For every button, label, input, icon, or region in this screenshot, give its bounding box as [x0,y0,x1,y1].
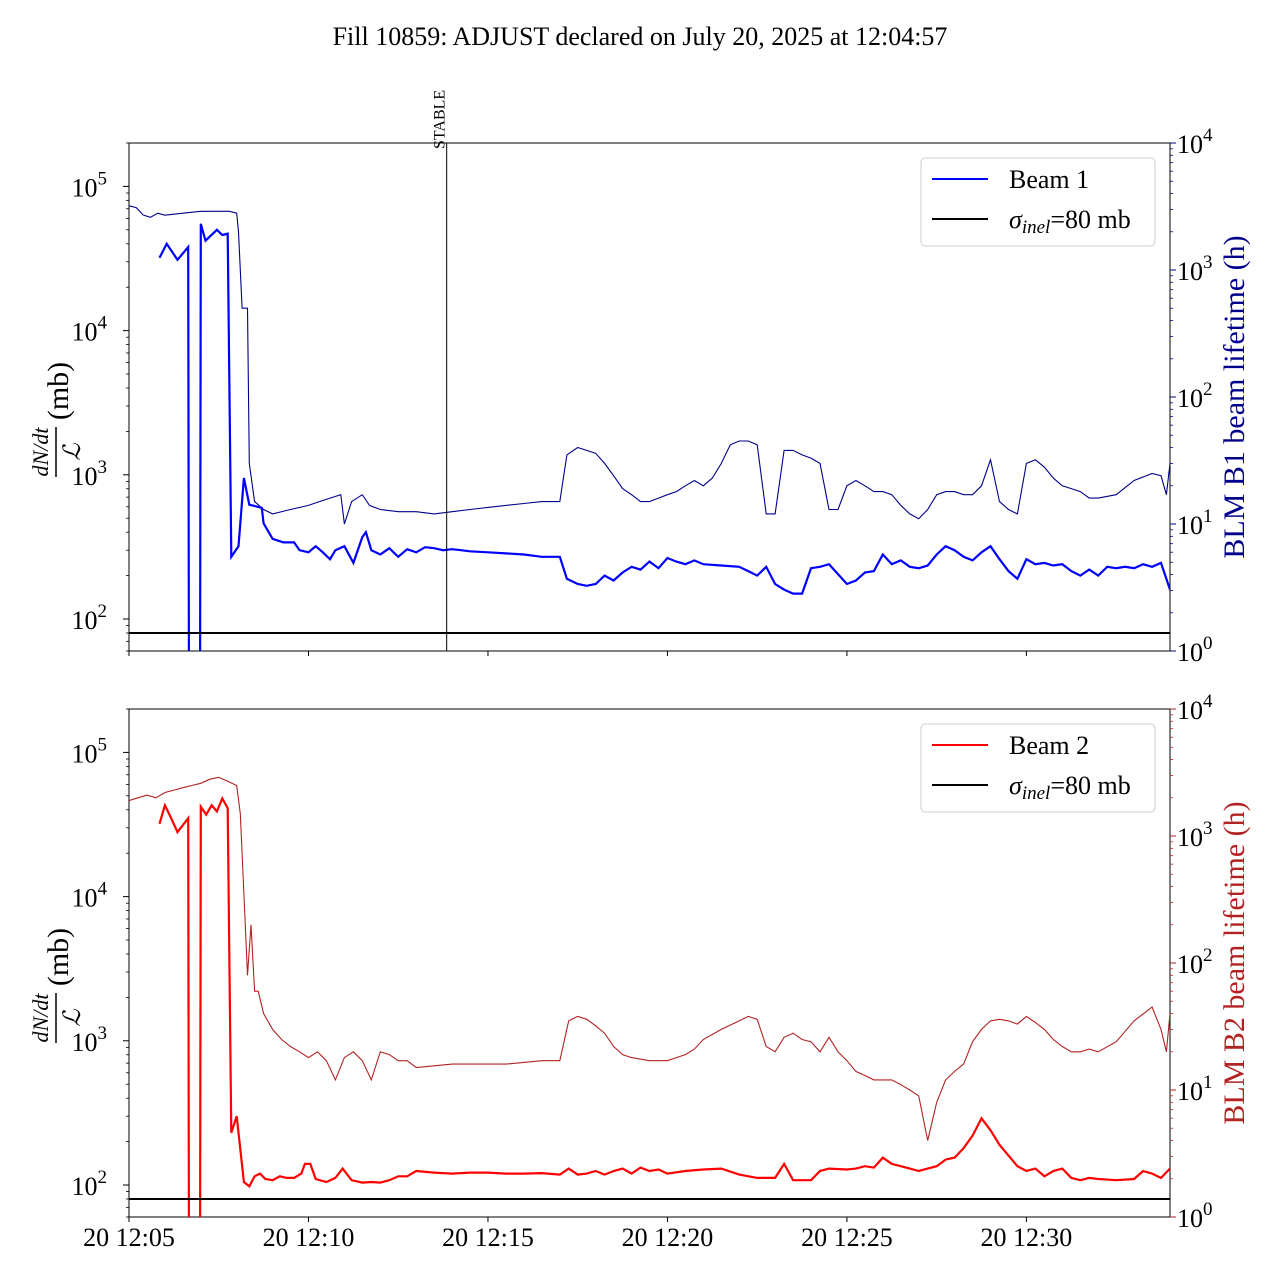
right-tick-label-exponent: 3 [1203,252,1213,273]
legend-sigma-symbol: σ [1009,771,1023,800]
left-tick-label-exponent: 2 [98,1167,108,1188]
right-tick-label-exponent: 4 [1203,691,1213,712]
x-tick-label: 20 12:20 [622,1223,714,1252]
x-tick-label: 20 12:25 [801,1223,893,1252]
right-tick-label-base: 10 [1177,638,1203,667]
right-tick-label-base: 10 [1177,950,1203,979]
left-tick-label: 102 [72,1167,108,1201]
left-tick-label-base: 10 [72,173,98,202]
left-tick-label-base: 10 [72,1172,98,1201]
right-tick-label-exponent: 1 [1203,506,1213,527]
right-tick-label-base: 10 [1177,257,1203,286]
right-tick-label: 103 [1177,252,1213,286]
right-tick-label-exponent: 3 [1203,818,1213,839]
left-tick-label-base: 10 [72,462,98,491]
left-axis-label-unit: (mb) [42,362,75,420]
left-axis-label-unit: (mb) [42,928,75,986]
left-tick-label-exponent: 3 [98,1023,108,1044]
legend-label-sigma-inel: σinel=80 mb [1009,205,1131,238]
legend-sigma-subscript: inel [1022,217,1051,238]
left-tick-label-exponent: 5 [98,168,108,189]
left-tick-label-base: 10 [72,318,98,347]
legend-sigma-symbol: σ [1009,205,1023,234]
left-tick-label: 105 [72,168,108,202]
legend-label-beam: Beam 2 [1009,731,1089,760]
chart-title: Fill 10859: ADJUST declared on July 20, … [333,22,948,51]
right-axis-label: BLM B2 beam lifetime (h) [1218,801,1251,1124]
legend-sigma-value: =80 mb [1050,205,1130,234]
right-tick-label: 100 [1177,633,1213,667]
dndt-series-line [158,795,1170,1217]
right-tick-label: 100 [1177,1199,1213,1233]
left-tick-label-exponent: 5 [98,734,108,755]
left-tick-label-exponent: 4 [98,313,108,334]
left-axis-label: dN/dt ℒ (mb) [28,362,86,477]
left-tick-label-base: 10 [72,606,98,635]
right-tick-label-base: 10 [1177,823,1203,852]
right-tick-label-exponent: 4 [1203,125,1213,146]
right-tick-label: 104 [1177,125,1213,159]
plot-data [129,776,1170,1217]
right-tick-label: 102 [1177,379,1213,413]
right-tick-label: 103 [1177,818,1213,852]
left-axis-label-denominator: ℒ [60,1009,86,1027]
right-tick-label: 102 [1177,945,1213,979]
right-tick-label: 101 [1177,506,1213,540]
dndt-series-line [158,223,1170,651]
right-tick-label-exponent: 0 [1203,633,1213,654]
plot-data [129,205,1170,651]
stable-marker-label: STABLE [432,90,449,149]
left-axis-label: dN/dt ℒ (mb) [28,928,86,1043]
left-tick-label: 104 [72,313,108,347]
right-tick-label-base: 10 [1177,1077,1203,1106]
left-tick-label-exponent: 3 [98,457,108,478]
left-tick-label: 103 [72,1023,108,1057]
legend-sigma-subscript: inel [1022,783,1051,804]
left-tick-label: 104 [72,879,108,913]
right-tick-label-exponent: 2 [1203,945,1213,966]
legend: Beam 1 σinel=80 mb [920,157,1156,247]
x-tick-label: 20 12:10 [263,1223,355,1252]
x-tick-label: 20 12:05 [83,1223,175,1252]
left-tick-label: 103 [72,457,108,491]
left-axis-label-numerator: dN/dt [28,427,53,477]
right-axis-label: BLM B1 beam lifetime (h) [1218,235,1251,558]
right-tick-label-exponent: 0 [1203,1199,1213,1220]
right-tick-label-exponent: 1 [1203,1072,1213,1093]
left-tick-label-base: 10 [72,739,98,768]
x-tick-label: 20 12:15 [442,1223,534,1252]
blm-lifetime-series-line [129,205,1170,525]
left-tick-label-exponent: 2 [98,601,108,622]
right-tick-label: 101 [1177,1072,1213,1106]
right-tick-label: 104 [1177,691,1213,725]
left-axis-label-numerator: dN/dt [28,993,53,1043]
left-tick-label-base: 10 [72,884,98,913]
right-tick-label-base: 10 [1177,130,1203,159]
right-tick-label-base: 10 [1177,696,1203,725]
legend-label-beam: Beam 1 [1009,165,1089,194]
left-tick-label-exponent: 4 [98,879,108,900]
right-tick-label-exponent: 2 [1203,379,1213,400]
legend: Beam 2 σinel=80 mb [920,723,1156,813]
left-axis-label-denominator: ℒ [60,443,86,461]
left-tick-label: 105 [72,734,108,768]
right-tick-label-base: 10 [1177,384,1203,413]
right-tick-label-base: 10 [1177,1204,1203,1233]
x-tick-label: 20 12:30 [981,1223,1073,1252]
legend-sigma-value: =80 mb [1050,771,1130,800]
left-tick-label: 102 [72,601,108,635]
blm-lifetime-series-line [129,776,1170,1141]
legend-label-sigma-inel: σinel=80 mb [1009,771,1131,804]
right-tick-label-base: 10 [1177,511,1203,540]
left-tick-label-base: 10 [72,1028,98,1057]
